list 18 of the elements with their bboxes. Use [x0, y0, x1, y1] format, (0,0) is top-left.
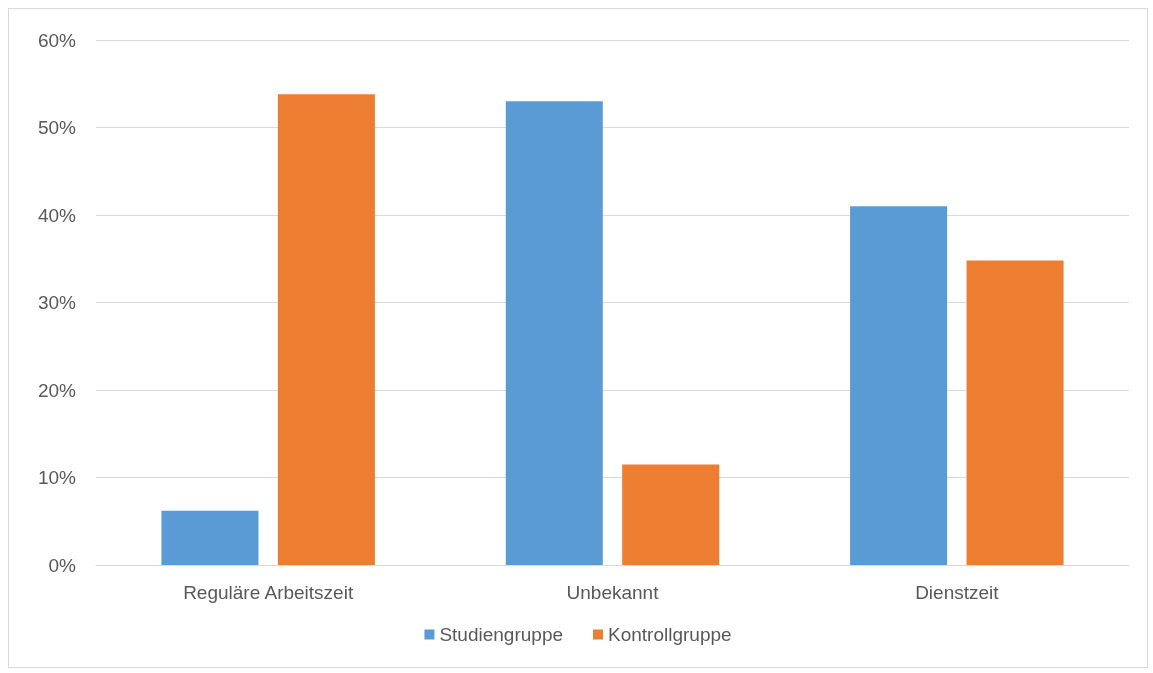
x-tick-label: Reguläre Arbeitszeit: [183, 582, 354, 603]
y-tick-label: 50%: [37, 117, 77, 138]
y-tick-label: 60%: [37, 29, 77, 51]
bar: [850, 206, 948, 565]
x-tick-label: Dienstzeit: [915, 582, 1000, 603]
bar: [277, 94, 375, 565]
y-tick-label: 40%: [37, 204, 77, 226]
y-tick-label: 20%: [37, 379, 77, 401]
bar: [622, 464, 720, 565]
legend-label: Studiengruppe: [439, 624, 564, 645]
y-tick-label: 0%: [48, 554, 77, 576]
bar: [966, 260, 1064, 565]
legend-label: Kontrollgruppe: [608, 624, 732, 645]
bar: [505, 101, 603, 565]
bar: [161, 510, 259, 565]
x-tick-label: Unbekannt: [566, 582, 660, 603]
y-tick-label: 30%: [37, 292, 77, 313]
y-tick-label: 10%: [37, 467, 77, 488]
